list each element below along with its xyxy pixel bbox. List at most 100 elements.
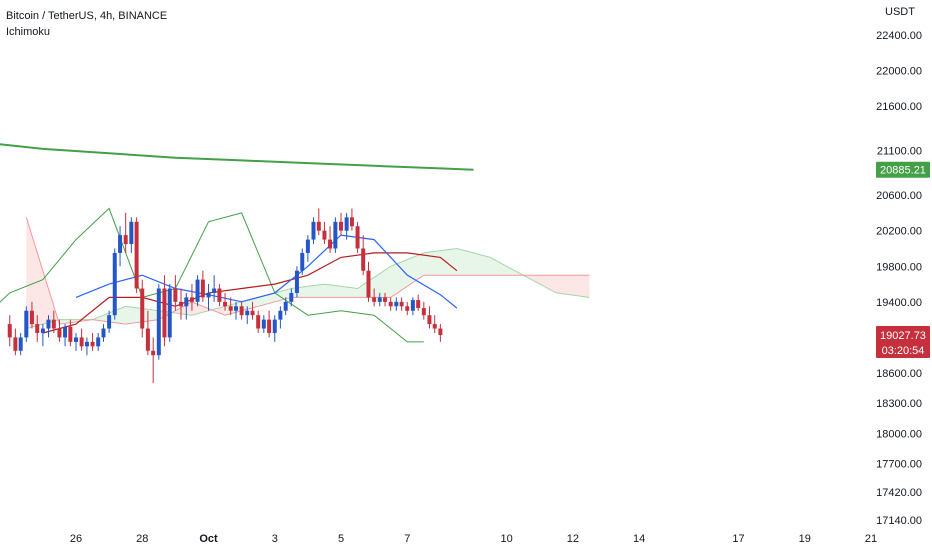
candle bbox=[316, 208, 321, 236]
ma-price-label: 20885.21 bbox=[880, 165, 926, 177]
candle-body bbox=[339, 221, 343, 231]
price-tick-label: 22000.00 bbox=[876, 66, 922, 78]
candle-body bbox=[13, 337, 18, 351]
candle-body bbox=[250, 310, 255, 316]
candle bbox=[355, 221, 360, 253]
candle bbox=[162, 275, 167, 347]
candle-body bbox=[217, 288, 222, 302]
candle-body bbox=[63, 326, 68, 338]
candle bbox=[13, 328, 18, 356]
candle bbox=[305, 235, 310, 262]
candle bbox=[51, 310, 56, 333]
candle-body bbox=[328, 239, 333, 249]
time-tick-label: 26 bbox=[70, 533, 82, 545]
candle bbox=[24, 306, 29, 342]
candle-body bbox=[278, 310, 283, 320]
candle-body bbox=[349, 217, 354, 227]
candle-body bbox=[233, 306, 238, 311]
time-tick-label: 14 bbox=[633, 533, 645, 545]
candle bbox=[432, 315, 437, 333]
candle bbox=[267, 310, 272, 338]
candle-body bbox=[118, 235, 123, 253]
time-tick-label: 12 bbox=[567, 533, 579, 545]
candle-body bbox=[372, 297, 377, 302]
cloud-segment bbox=[423, 248, 457, 276]
candle-body bbox=[151, 350, 156, 356]
candle bbox=[167, 284, 172, 342]
candle-body bbox=[79, 337, 84, 347]
candle-body bbox=[123, 235, 128, 245]
candle-body bbox=[184, 297, 189, 307]
candle bbox=[57, 319, 62, 342]
candle bbox=[46, 315, 51, 338]
candle-body bbox=[311, 221, 316, 240]
candle-body bbox=[140, 288, 145, 329]
candle-body bbox=[355, 226, 360, 249]
candle bbox=[228, 297, 233, 316]
candle bbox=[101, 324, 106, 342]
candle-body bbox=[195, 279, 200, 302]
candle-body bbox=[29, 310, 34, 325]
candle-body bbox=[305, 239, 310, 253]
candle-body bbox=[35, 324, 40, 333]
candle bbox=[311, 217, 316, 245]
candle bbox=[405, 301, 410, 316]
senkou-span-a-line bbox=[26, 247, 590, 329]
candle-body bbox=[179, 301, 184, 307]
candle bbox=[339, 212, 343, 236]
candle bbox=[328, 226, 333, 253]
candle bbox=[322, 221, 327, 245]
candles bbox=[7, 208, 443, 384]
time-tick-label: 3 bbox=[272, 533, 278, 545]
candle bbox=[206, 284, 211, 311]
candle-body bbox=[366, 270, 371, 298]
candle bbox=[223, 292, 228, 311]
time-tick-label: 10 bbox=[501, 533, 513, 545]
time-tick-label: 28 bbox=[136, 533, 148, 545]
candle bbox=[239, 301, 244, 320]
candle-body bbox=[388, 301, 393, 307]
candle bbox=[366, 261, 371, 302]
cloud-segment bbox=[556, 275, 590, 298]
time-tick-label: 19 bbox=[799, 533, 811, 545]
candle bbox=[7, 315, 12, 347]
candle-body bbox=[18, 337, 23, 351]
senkou-span-b-line bbox=[25, 217, 590, 325]
candle bbox=[394, 297, 399, 311]
candle-body bbox=[289, 292, 294, 302]
last-price-label: 19027.73 bbox=[880, 330, 926, 342]
candle bbox=[344, 212, 349, 240]
candle-body bbox=[405, 306, 410, 311]
price-tick-label: 19800.00 bbox=[876, 261, 922, 273]
candle-body bbox=[239, 306, 244, 316]
price-axis[interactable]: USDT 22400.00 22000.00 21600.00 21100.00 2060… bbox=[876, 6, 922, 527]
candle bbox=[245, 306, 250, 325]
candle-body bbox=[256, 315, 261, 329]
candle bbox=[212, 275, 217, 302]
candle-body bbox=[316, 221, 321, 231]
time-tick-label: 17 bbox=[732, 533, 744, 545]
candle-body bbox=[421, 308, 426, 316]
time-axis[interactable]: 26 28 Oct 3 5 7 10 12 14 17 19 21 bbox=[70, 533, 877, 545]
candle bbox=[261, 315, 266, 333]
candle-body bbox=[134, 221, 139, 289]
time-tick-label: Oct bbox=[199, 533, 218, 545]
candle-body bbox=[189, 297, 194, 302]
price-tick-label: 18000.00 bbox=[876, 428, 922, 440]
price-tick-label: 18300.00 bbox=[876, 398, 922, 410]
candle bbox=[195, 275, 200, 307]
symbol-title[interactable]: Bitcoin / TetherUS, 4h, BINANCE bbox=[6, 10, 168, 22]
candle-body bbox=[377, 297, 382, 302]
candle bbox=[151, 337, 156, 384]
candle bbox=[294, 266, 299, 298]
ichimoku-cloud bbox=[25, 217, 590, 329]
candle bbox=[18, 332, 23, 356]
candle bbox=[68, 319, 73, 347]
price-tick-label: 17140.00 bbox=[876, 515, 922, 527]
candle-body bbox=[200, 279, 205, 298]
candle-body bbox=[300, 252, 305, 271]
indicator-name[interactable]: Ichimoku bbox=[6, 26, 51, 38]
moving-average-line bbox=[0, 143, 474, 171]
candle bbox=[145, 310, 150, 356]
